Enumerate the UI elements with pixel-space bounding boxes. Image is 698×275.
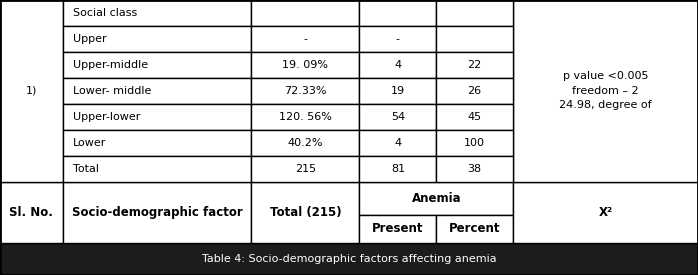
Bar bbox=[63, 130, 251, 156]
Bar bbox=[63, 78, 251, 104]
Bar bbox=[436, 104, 513, 130]
Bar bbox=[251, 182, 359, 243]
Text: Percent: Percent bbox=[449, 222, 500, 235]
Text: 215: 215 bbox=[295, 164, 316, 174]
Bar bbox=[251, 104, 359, 130]
Bar bbox=[359, 130, 436, 156]
Bar bbox=[436, 156, 513, 182]
Bar bbox=[359, 52, 436, 78]
Bar bbox=[63, 0, 251, 26]
Bar bbox=[251, 156, 359, 182]
Text: X²: X² bbox=[598, 206, 613, 219]
Bar bbox=[251, 130, 359, 156]
Bar bbox=[0, 0, 63, 182]
Text: -: - bbox=[396, 34, 400, 44]
Bar bbox=[436, 0, 513, 26]
Text: p value <0.005: p value <0.005 bbox=[563, 72, 648, 81]
Bar bbox=[251, 26, 359, 52]
Text: 19. 09%: 19. 09% bbox=[283, 60, 328, 70]
Text: 24.98, degree of: 24.98, degree of bbox=[559, 100, 652, 110]
Text: 100: 100 bbox=[464, 138, 485, 148]
Text: Social class: Social class bbox=[73, 8, 138, 18]
Text: 38: 38 bbox=[468, 164, 482, 174]
Bar bbox=[0, 182, 63, 243]
Text: Table 4: Socio-demographic factors affecting anemia: Table 4: Socio-demographic factors affec… bbox=[202, 254, 496, 264]
Text: 19: 19 bbox=[391, 86, 405, 96]
Bar bbox=[359, 0, 436, 26]
Bar bbox=[359, 214, 436, 243]
Text: Upper-middle: Upper-middle bbox=[73, 60, 149, 70]
Text: 45: 45 bbox=[468, 112, 482, 122]
Bar bbox=[436, 78, 513, 104]
Text: 4: 4 bbox=[394, 138, 401, 148]
Text: 40.2%: 40.2% bbox=[288, 138, 323, 148]
Bar bbox=[359, 156, 436, 182]
Text: Sl. No.: Sl. No. bbox=[10, 206, 53, 219]
Text: Socio-demographic factor: Socio-demographic factor bbox=[72, 206, 242, 219]
Bar bbox=[0, 243, 698, 275]
Bar bbox=[513, 182, 698, 243]
Text: 22: 22 bbox=[468, 60, 482, 70]
Text: 4: 4 bbox=[394, 60, 401, 70]
Bar bbox=[513, 0, 698, 182]
Text: 81: 81 bbox=[391, 164, 405, 174]
Bar bbox=[359, 104, 436, 130]
Bar bbox=[63, 52, 251, 78]
Bar bbox=[63, 26, 251, 52]
Text: Anemia: Anemia bbox=[411, 191, 461, 205]
Bar bbox=[63, 104, 251, 130]
Bar bbox=[359, 26, 436, 52]
Text: 72.33%: 72.33% bbox=[284, 86, 327, 96]
Bar bbox=[251, 52, 359, 78]
Bar bbox=[359, 182, 513, 214]
Bar bbox=[436, 26, 513, 52]
Text: 54: 54 bbox=[391, 112, 405, 122]
Text: Upper: Upper bbox=[73, 34, 107, 44]
Text: Lower: Lower bbox=[73, 138, 107, 148]
Text: Lower- middle: Lower- middle bbox=[73, 86, 151, 96]
Bar bbox=[436, 52, 513, 78]
Text: Total: Total bbox=[73, 164, 99, 174]
Text: Present: Present bbox=[372, 222, 424, 235]
Bar bbox=[63, 156, 251, 182]
Bar bbox=[359, 78, 436, 104]
Bar bbox=[63, 182, 251, 243]
Text: 1): 1) bbox=[26, 86, 37, 96]
Text: Total (215): Total (215) bbox=[269, 206, 341, 219]
Text: freedom – 2: freedom – 2 bbox=[572, 86, 639, 96]
Bar bbox=[251, 78, 359, 104]
Text: 26: 26 bbox=[468, 86, 482, 96]
Text: 120. 56%: 120. 56% bbox=[279, 112, 332, 122]
Bar bbox=[436, 130, 513, 156]
Text: -: - bbox=[304, 34, 307, 44]
Bar bbox=[251, 0, 359, 26]
Bar bbox=[436, 214, 513, 243]
Text: Upper-lower: Upper-lower bbox=[73, 112, 141, 122]
